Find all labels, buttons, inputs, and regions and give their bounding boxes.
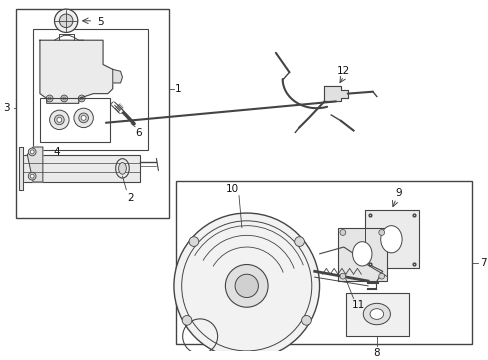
Circle shape [30,150,34,154]
Text: 7: 7 [479,257,486,267]
Text: 6: 6 [135,127,142,138]
Ellipse shape [118,163,126,174]
Polygon shape [40,40,113,103]
Circle shape [301,315,311,325]
Bar [33,28,147,150]
Text: 12: 12 [337,66,350,76]
Circle shape [294,237,304,246]
Circle shape [57,117,61,122]
Text: 5: 5 [97,17,103,27]
Circle shape [46,95,53,102]
Circle shape [235,274,258,297]
Bar [365,210,418,269]
Polygon shape [324,86,347,102]
Text: 10: 10 [225,184,238,194]
Text: 11: 11 [351,301,364,310]
Circle shape [339,273,345,279]
Circle shape [378,273,384,279]
Circle shape [182,315,191,325]
Ellipse shape [352,242,371,266]
Circle shape [174,213,319,359]
Circle shape [61,95,67,102]
Text: 8: 8 [373,348,379,358]
Circle shape [28,172,36,180]
Polygon shape [19,147,23,190]
Bar [176,181,471,344]
Bar [345,293,408,336]
Polygon shape [113,69,122,83]
Circle shape [189,237,199,246]
Circle shape [225,265,267,307]
Circle shape [74,108,93,127]
Circle shape [80,97,83,100]
Circle shape [50,110,69,130]
Circle shape [62,97,65,100]
Circle shape [48,97,51,100]
Circle shape [339,230,345,235]
Ellipse shape [369,309,383,319]
Circle shape [378,230,384,235]
Text: 4: 4 [53,147,60,157]
Circle shape [79,113,88,123]
Ellipse shape [363,303,389,325]
Bar [337,228,386,281]
Text: 3: 3 [3,103,10,113]
Bar [23,155,140,182]
Circle shape [59,14,73,28]
Ellipse shape [380,226,401,253]
Circle shape [78,95,85,102]
Circle shape [81,116,86,120]
Polygon shape [27,147,43,182]
Text: 9: 9 [395,189,402,198]
Circle shape [30,174,34,178]
Circle shape [54,9,78,32]
Text: 2: 2 [127,193,133,203]
Circle shape [54,115,64,125]
Bar [40,99,110,142]
Text: 1: 1 [175,84,181,94]
Bar [16,9,169,218]
Circle shape [28,148,36,156]
